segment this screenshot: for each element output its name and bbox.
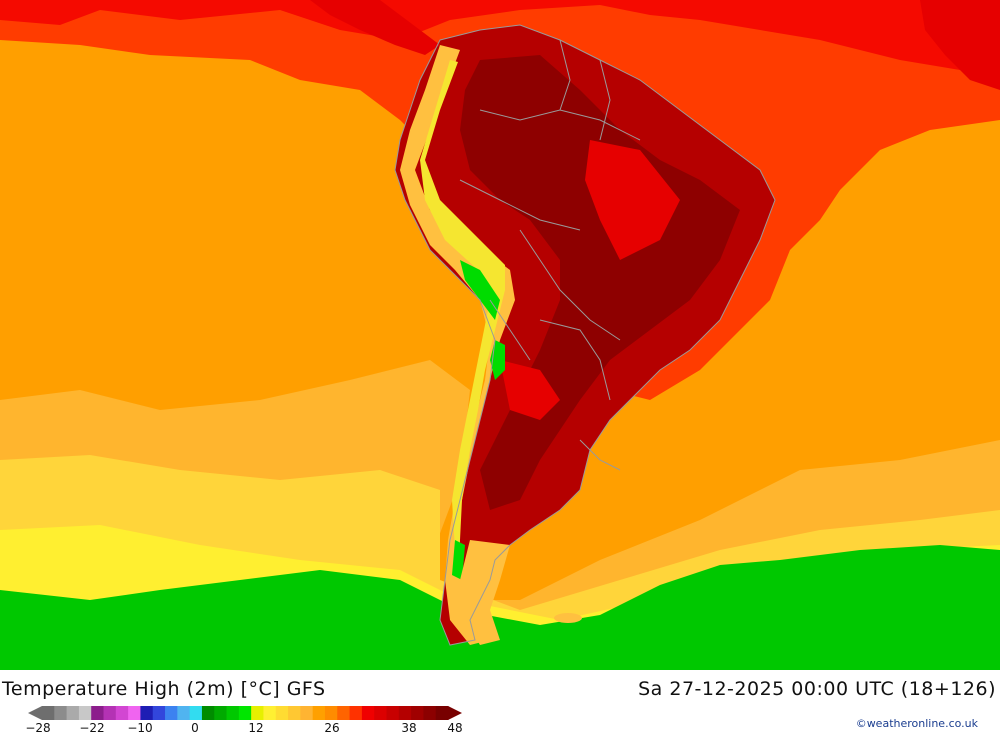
- legend-swatch: [177, 706, 191, 720]
- land-warm-patch: [585, 140, 680, 260]
- land-africa-corner: [920, 0, 1000, 90]
- tropical-red-band: [0, 0, 1000, 70]
- map-footer: Temperature High (2m) [°C] GFS Sa 27-12-…: [0, 670, 1000, 735]
- legend-swatch: [128, 706, 141, 720]
- legend-swatch: [78, 706, 92, 720]
- legend-tick-label: 26: [324, 721, 340, 735]
- legend-swatch: [115, 706, 129, 720]
- temperature-map: [0, 0, 1000, 670]
- legend-swatch: [91, 706, 105, 720]
- highland-green-1: [460, 260, 500, 320]
- legend-swatch: [238, 706, 252, 720]
- legend-tick-label: 12: [248, 721, 264, 735]
- legend-swatch: [411, 706, 424, 720]
- map-canvas: [0, 0, 1000, 670]
- legend-swatch: [374, 706, 387, 720]
- legend-swatch: [361, 706, 375, 720]
- legend-tick-label: −22: [79, 721, 105, 735]
- legend-swatch: [275, 706, 289, 720]
- legend-swatch: [165, 706, 178, 720]
- country-borders: [394, 24, 776, 646]
- legend-swatch: [214, 706, 228, 720]
- legend-swatch: [66, 706, 80, 720]
- legend-swatch: [226, 706, 240, 720]
- legend-tick-label: −28: [25, 721, 51, 735]
- legend-tick-label: −10: [127, 721, 153, 735]
- credit-link[interactable]: ©weatheronline.co.uk: [855, 717, 978, 730]
- legend-swatch: [251, 706, 264, 720]
- legend-swatch: [398, 706, 412, 720]
- legend-swatch: [140, 706, 154, 720]
- land-central-america: [310, 0, 440, 55]
- legend-arrow-right: [448, 706, 462, 720]
- map-title: Temperature High (2m) [°C] GFS: [2, 678, 326, 700]
- falkland-islands: [554, 613, 582, 623]
- highland-green-3: [452, 540, 465, 580]
- legend-ticks: −28 −22 −10 0 12 26 38 48: [0, 721, 480, 735]
- legend-swatch: [288, 706, 301, 720]
- legend-swatch: [201, 706, 215, 720]
- legend-swatch: [54, 706, 68, 720]
- legend-swatch: [312, 706, 326, 720]
- legend-swatch: [300, 706, 314, 720]
- legend-swatch: [386, 706, 400, 720]
- legend-swatch: [337, 706, 351, 720]
- legend-arrow-left: [28, 706, 42, 720]
- legend-swatch: [103, 706, 117, 720]
- legend-swatch: [263, 706, 277, 720]
- patagonia-land: [460, 540, 510, 645]
- valid-datetime: Sa 27-12-2025 00:00 UTC (18+126): [638, 678, 996, 700]
- legend-tick-label: 0: [191, 721, 199, 735]
- legend-swatch: [435, 706, 449, 720]
- legend-swatch: [42, 706, 55, 720]
- highland-yellow: [420, 60, 505, 550]
- ocean-frigid-band: [0, 545, 1000, 670]
- land-warm-patch-2: [500, 360, 560, 420]
- legend-tick-label: 48: [447, 721, 463, 735]
- legend-swatch: [189, 706, 203, 720]
- legend-swatch: [423, 706, 437, 720]
- legend-tick-label: 38: [401, 721, 417, 735]
- color-legend-bar: [28, 706, 462, 720]
- legend-swatch: [324, 706, 338, 720]
- legend-swatch: [152, 706, 166, 720]
- legend-swatch: [349, 706, 363, 720]
